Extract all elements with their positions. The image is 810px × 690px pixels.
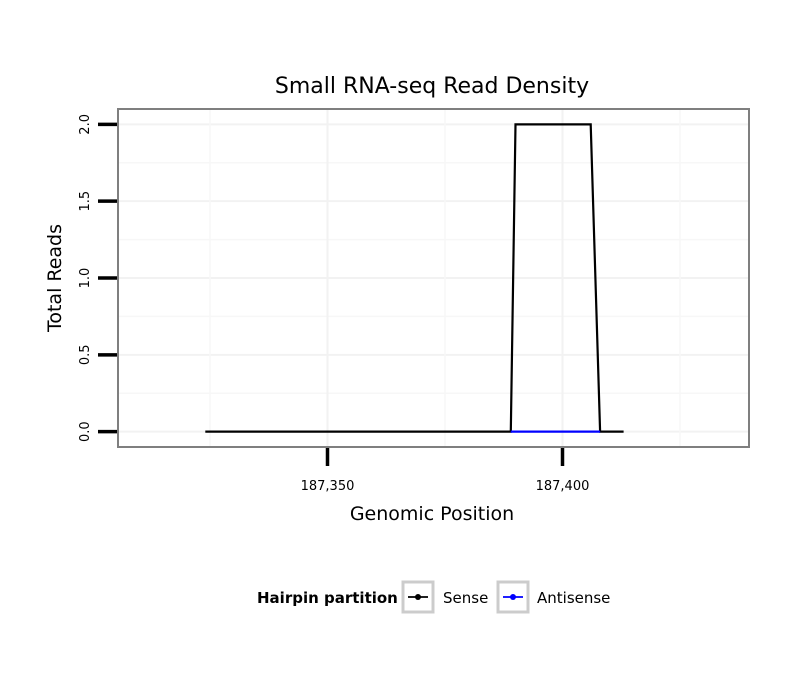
legend-title: Hairpin partition — [257, 589, 398, 607]
legend-label-sense: Sense — [443, 589, 488, 607]
legend-dot-antisense — [510, 594, 516, 600]
x-axis-title: Genomic Position — [350, 503, 514, 525]
x-axis: 187,350 187,400 — [301, 448, 590, 494]
y-axis-title: Total Reads — [44, 224, 66, 333]
legend: Hairpin partition Sense Antisense — [257, 580, 610, 614]
y-tick-label: 1.5 — [78, 191, 93, 212]
legend-label-antisense: Antisense — [537, 589, 610, 607]
series-line-sense — [205, 123, 624, 433]
y-tick-label: 0.5 — [78, 344, 93, 365]
series-layer — [205, 123, 624, 433]
plot-border — [117, 108, 750, 448]
y-tick-label: 0.0 — [78, 421, 93, 442]
y-tick-label: 1.0 — [78, 268, 93, 289]
grid — [118, 109, 749, 447]
y-tick-label: 2.0 — [78, 114, 93, 135]
x-tick-label: 187,350 — [301, 479, 355, 494]
x-tick-label: 187,400 — [536, 479, 590, 494]
chart-title: Small RNA-seq Read Density — [275, 74, 589, 99]
legend-dot-sense — [415, 594, 421, 600]
y-axis: 0.0 0.5 1.0 1.5 2.0 — [78, 114, 117, 442]
